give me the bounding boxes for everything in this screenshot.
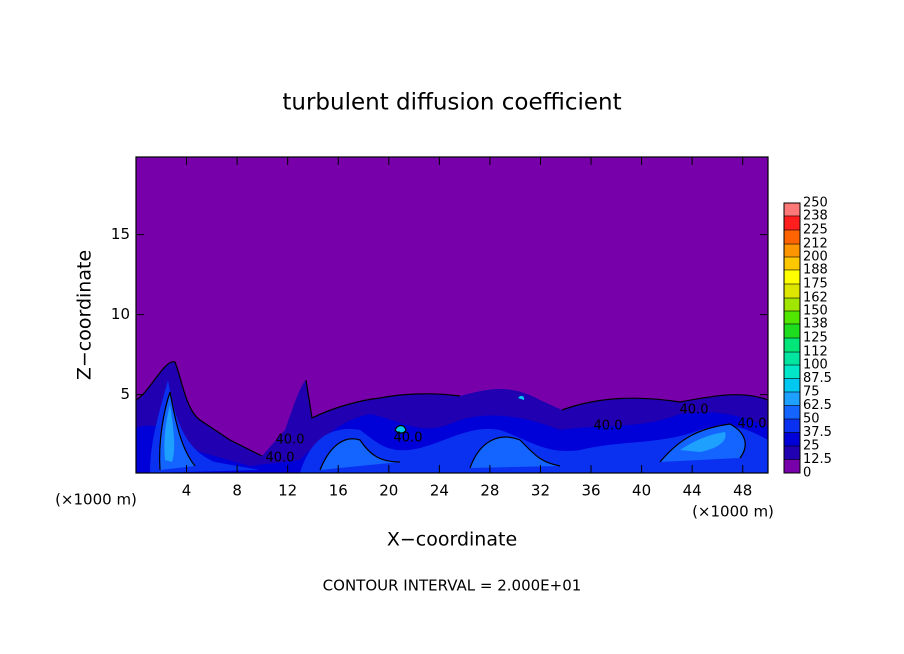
colorbar-label: 175: [803, 277, 828, 292]
colorbar-label: 250: [803, 196, 828, 211]
colorbar-label: 188: [803, 262, 828, 277]
colorbar-label: 125: [803, 331, 828, 346]
colorbar-label: 200: [803, 250, 828, 265]
x-axis-label: X−coordinate: [387, 529, 517, 551]
colorbar-label: 87.5: [803, 371, 832, 386]
contour-label: 40.0: [276, 433, 305, 448]
colorbar: 012.52537.55062.57587.510011212513815016…: [783, 196, 832, 481]
x-tick-label: 12: [278, 482, 297, 500]
field-region: [150, 380, 768, 473]
colorbar-label: 162: [803, 291, 828, 306]
colorbar-segment: [784, 323, 800, 338]
colorbar-label: 150: [803, 304, 828, 319]
colorbar-segment: [784, 215, 800, 230]
chart-title: turbulent diffusion coefficient: [282, 90, 621, 116]
colorbar-label: 100: [803, 358, 828, 373]
x-tick-label: 24: [430, 482, 449, 500]
colorbar-label: 37.5: [803, 425, 832, 440]
colorbar-label: 25: [803, 439, 820, 454]
colorbar-segment: [784, 352, 800, 365]
colorbar-segment: [784, 459, 800, 473]
x-unit: (×1000 m): [692, 503, 774, 521]
colorbar-label: 225: [803, 223, 828, 238]
contour-label: 40.0: [394, 431, 423, 446]
colorbar-segment: [784, 365, 800, 379]
colorbar-segment: [784, 311, 800, 324]
colorbar-segment: [784, 446, 800, 460]
colorbar-label: 138: [803, 316, 828, 331]
colorbar-segment: [784, 419, 800, 433]
x-tick-label: 44: [683, 482, 702, 500]
x-tick-label: 40: [632, 482, 651, 500]
colorbar-segment: [784, 392, 800, 406]
colorbar-label: 50: [803, 412, 820, 427]
y-tick-label: 15: [111, 225, 130, 243]
y-axis-label: Z−coordinate: [74, 250, 96, 380]
colorbar-segment: [784, 405, 800, 419]
field: [136, 157, 768, 473]
colorbar-segment: [784, 284, 800, 299]
colorbar-segment: [784, 338, 800, 353]
x-tick-label: 4: [182, 482, 192, 500]
colorbar-label: 75: [803, 385, 820, 400]
x-tick-label: 28: [480, 482, 499, 500]
contour-label: 40.0: [594, 419, 623, 434]
colorbar-label: 212: [803, 237, 828, 252]
colorbar-segment: [784, 269, 800, 284]
colorbar-segment: [784, 298, 800, 311]
contour-label: 40.0: [266, 451, 295, 466]
contour-label: 40.0: [738, 417, 767, 432]
x-tick-label: 8: [232, 482, 242, 500]
colorbar-segment: [784, 203, 800, 216]
x-tick-label: 32: [531, 482, 550, 500]
x-tick-label: 48: [733, 482, 752, 500]
colorbar-label: 112: [803, 345, 828, 360]
colorbar-segment: [784, 432, 800, 446]
x-tick-label: 36: [581, 482, 600, 500]
y-unit: (×1000 m): [55, 491, 137, 509]
colorbar-label: 12.5: [803, 452, 832, 467]
colorbar-label: 0: [803, 466, 811, 481]
footer: CONTOUR INTERVAL = 2.000E+01: [323, 577, 582, 595]
colorbar-segment: [784, 230, 800, 245]
colorbar-label: 62.5: [803, 398, 832, 413]
colorbar-segment: [784, 257, 800, 270]
x-tick-label: 20: [379, 482, 398, 500]
y-tick-label: 10: [111, 305, 130, 323]
x-tick-label: 16: [329, 482, 348, 500]
colorbar-label: 238: [803, 208, 828, 223]
y-tick-label: 5: [120, 385, 130, 403]
contour-label: 40.0: [680, 403, 709, 418]
colorbar-segment: [784, 244, 800, 257]
colorbar-segment: [784, 378, 800, 392]
